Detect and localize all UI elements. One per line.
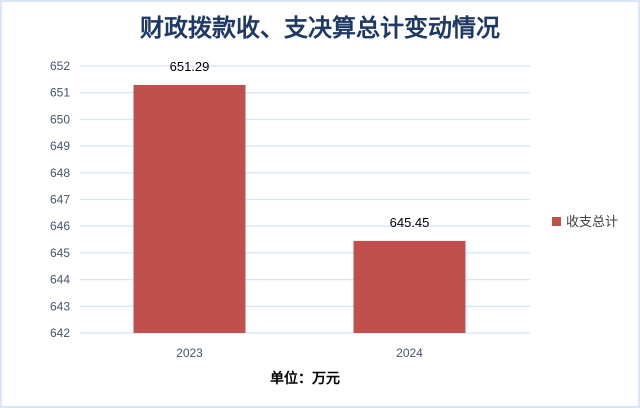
y-tick-label: 651 — [50, 86, 70, 100]
bar-2024 — [353, 240, 466, 333]
y-tick-label: 649 — [50, 139, 70, 153]
y-tick-label: 647 — [50, 193, 70, 207]
y-tick-label: 648 — [50, 166, 70, 180]
y-tick-label: 643 — [50, 299, 70, 313]
legend-label: 收支总计 — [566, 215, 618, 230]
y-tick-label: 644 — [50, 273, 70, 287]
y-tick-label: 642 — [50, 326, 70, 340]
legend-swatch — [552, 217, 561, 226]
y-tick-label: 646 — [50, 219, 70, 233]
y-tick-label: 652 — [50, 59, 70, 73]
data-label: 645.45 — [390, 215, 430, 230]
y-tick-label: 645 — [50, 246, 70, 260]
y-tick-label: 650 — [50, 112, 70, 126]
chart-title: 财政拨款收、支决算总计变动情况 — [140, 13, 500, 42]
x-axis-label: 单位：万元 — [270, 370, 340, 387]
data-label: 651.29 — [170, 59, 210, 74]
bar-2023 — [133, 84, 246, 333]
x-tick-label: 2024 — [396, 346, 423, 360]
x-tick-label: 2023 — [176, 346, 203, 360]
